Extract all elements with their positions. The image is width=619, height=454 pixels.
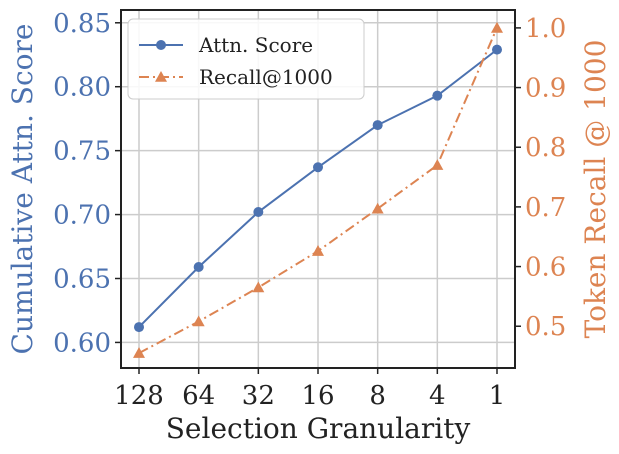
x-tick-label: 128 — [114, 381, 164, 411]
x-tick-label: 32 — [242, 381, 275, 411]
data-point-triangle — [431, 159, 444, 170]
left-y-tick-label: 0.80 — [53, 73, 111, 103]
left-y-tick-label: 0.70 — [53, 201, 111, 231]
data-point-triangle — [491, 21, 503, 33]
data-point-triangle — [252, 281, 265, 293]
legend-marker-attn-score — [156, 40, 166, 50]
right-y-tick-label: 0.7 — [525, 193, 566, 223]
right-y-tick-label: 0.8 — [525, 133, 566, 163]
data-point-triangle — [192, 315, 205, 327]
data-point-triangle — [371, 202, 384, 214]
legend-marker-recall — [155, 71, 167, 82]
x-tick-label: 1 — [489, 381, 506, 411]
legend-box — [127, 18, 365, 100]
x-axis-label: Selection Granularity — [166, 412, 471, 445]
data-point-circle — [432, 90, 443, 101]
legend: Attn. Score Recall@1000 — [127, 18, 365, 100]
left-y-tick-label: 0.60 — [53, 328, 111, 358]
tick-layer: 128 64 32 16 8 4 1 0.60 0.65 0.70 0.75 0.80 0.85 0.5 0… — [53, 9, 566, 411]
data-point-circle — [134, 322, 144, 333]
data-point-circle — [193, 261, 204, 272]
data-point-triangle — [312, 245, 324, 256]
data-point-circle — [313, 162, 323, 173]
left-y-tick-label: 0.65 — [53, 265, 111, 295]
right-y-axis-label: Token Recall @ 1000 — [579, 40, 612, 339]
series-layer — [133, 21, 503, 358]
left-y-tick-label: 0.85 — [53, 9, 111, 39]
data-point-triangle — [133, 347, 145, 358]
right-y-tick-label: 0.5 — [525, 312, 566, 342]
data-point-circle — [372, 120, 383, 131]
x-tick-label: 4 — [429, 381, 446, 411]
legend-label-attn-score: Attn. Score — [198, 33, 313, 57]
right-y-tick-label: 1.0 — [525, 14, 566, 44]
right-y-tick-label: 0.9 — [525, 74, 566, 104]
left-y-axis-label: Cumulative Attn. Score — [6, 24, 39, 355]
legend-label-recall: Recall@1000 — [199, 65, 333, 89]
x-tick-label: 8 — [369, 381, 386, 411]
data-point-circle — [492, 44, 502, 55]
right-y-tick-label: 0.6 — [525, 253, 566, 283]
x-tick-label: 16 — [301, 381, 334, 411]
left-y-tick-label: 0.75 — [53, 137, 111, 167]
data-point-circle — [253, 207, 264, 218]
x-tick-label: 64 — [182, 381, 215, 411]
